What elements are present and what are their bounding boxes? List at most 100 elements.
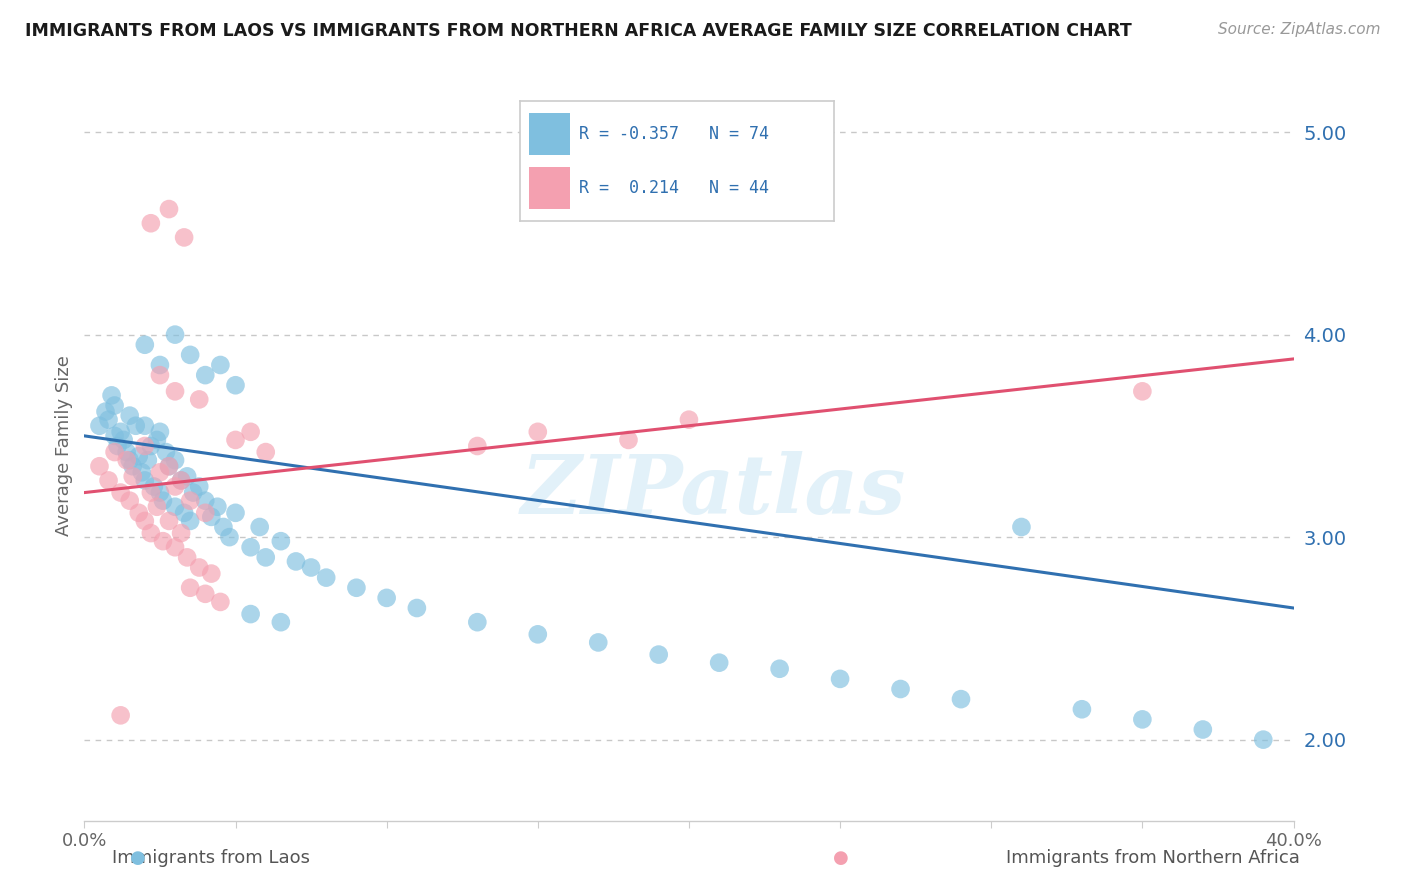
Point xyxy=(110,485,132,500)
Point xyxy=(239,425,262,439)
Point xyxy=(94,404,117,418)
Point xyxy=(104,429,127,443)
Point xyxy=(890,681,912,696)
Point xyxy=(209,358,232,372)
Point xyxy=(104,399,127,413)
Point xyxy=(118,409,141,423)
Point xyxy=(142,479,165,493)
Point xyxy=(139,485,162,500)
Point xyxy=(315,571,337,585)
Point xyxy=(134,514,156,528)
Point xyxy=(139,526,162,541)
Point xyxy=(89,418,111,433)
Point xyxy=(115,445,138,459)
Point xyxy=(149,466,172,480)
Point xyxy=(194,506,217,520)
Point xyxy=(285,554,308,568)
Point xyxy=(527,425,550,439)
Point xyxy=(239,541,262,555)
Point xyxy=(1011,520,1033,534)
Point xyxy=(152,493,174,508)
Point xyxy=(830,672,852,686)
Point xyxy=(165,327,187,342)
Point xyxy=(648,648,671,662)
Text: Source: ZipAtlas.com: Source: ZipAtlas.com xyxy=(1218,22,1381,37)
Point xyxy=(299,560,322,574)
Point xyxy=(225,506,247,520)
Point xyxy=(188,560,211,574)
Point xyxy=(588,635,610,649)
Point xyxy=(110,708,132,723)
Point xyxy=(125,418,148,433)
Point xyxy=(155,445,177,459)
Point xyxy=(239,607,262,621)
Point xyxy=(1253,732,1275,747)
Point xyxy=(179,514,201,528)
Point xyxy=(128,449,150,463)
Point xyxy=(194,587,217,601)
Point xyxy=(121,469,143,483)
Point xyxy=(1130,384,1153,399)
Point xyxy=(136,453,159,467)
Point xyxy=(165,541,187,555)
Text: ●: ● xyxy=(832,849,849,867)
Y-axis label: Average Family Size: Average Family Size xyxy=(55,356,73,536)
Point xyxy=(139,439,162,453)
Point xyxy=(146,433,169,447)
Point xyxy=(128,506,150,520)
Point xyxy=(179,493,201,508)
Point xyxy=(173,230,195,244)
Point xyxy=(225,433,247,447)
Point xyxy=(165,453,187,467)
Point xyxy=(212,520,235,534)
Point xyxy=(149,485,172,500)
Text: Immigrants from Northern Africa: Immigrants from Northern Africa xyxy=(1005,849,1301,867)
Point xyxy=(170,526,193,541)
Point xyxy=(107,439,129,453)
Point xyxy=(118,453,141,467)
Point xyxy=(1071,702,1094,716)
Point xyxy=(179,348,201,362)
Text: Immigrants from Laos: Immigrants from Laos xyxy=(112,849,309,867)
Point xyxy=(110,425,132,439)
Point xyxy=(209,595,232,609)
Point xyxy=(157,459,180,474)
Point xyxy=(1192,723,1215,737)
Point xyxy=(157,459,180,474)
Point xyxy=(157,202,180,216)
Point xyxy=(134,439,156,453)
Point xyxy=(218,530,240,544)
Point xyxy=(152,534,174,549)
Point xyxy=(188,479,211,493)
Point xyxy=(467,615,489,630)
Point xyxy=(375,591,398,605)
Point xyxy=(225,378,247,392)
Point xyxy=(769,662,792,676)
Text: IMMIGRANTS FROM LAOS VS IMMIGRANTS FROM NORTHERN AFRICA AVERAGE FAMILY SIZE CORR: IMMIGRANTS FROM LAOS VS IMMIGRANTS FROM … xyxy=(25,22,1132,40)
Point xyxy=(112,433,135,447)
Point xyxy=(249,520,271,534)
Point xyxy=(97,412,120,426)
Point xyxy=(134,337,156,351)
Point xyxy=(100,388,122,402)
Point xyxy=(134,418,156,433)
Point xyxy=(527,627,550,641)
Point xyxy=(165,384,187,399)
Point xyxy=(179,581,201,595)
Point xyxy=(89,459,111,474)
Point xyxy=(200,566,222,581)
Point xyxy=(170,474,193,488)
Point xyxy=(467,439,489,453)
Text: ●: ● xyxy=(129,849,146,867)
Point xyxy=(134,474,156,488)
Point xyxy=(104,445,127,459)
Point xyxy=(176,469,198,483)
Point xyxy=(270,615,292,630)
Point xyxy=(254,445,277,459)
Point xyxy=(406,601,429,615)
Point xyxy=(118,493,141,508)
Point xyxy=(254,550,277,565)
Point xyxy=(200,509,222,524)
Point xyxy=(131,466,153,480)
Point xyxy=(709,656,731,670)
